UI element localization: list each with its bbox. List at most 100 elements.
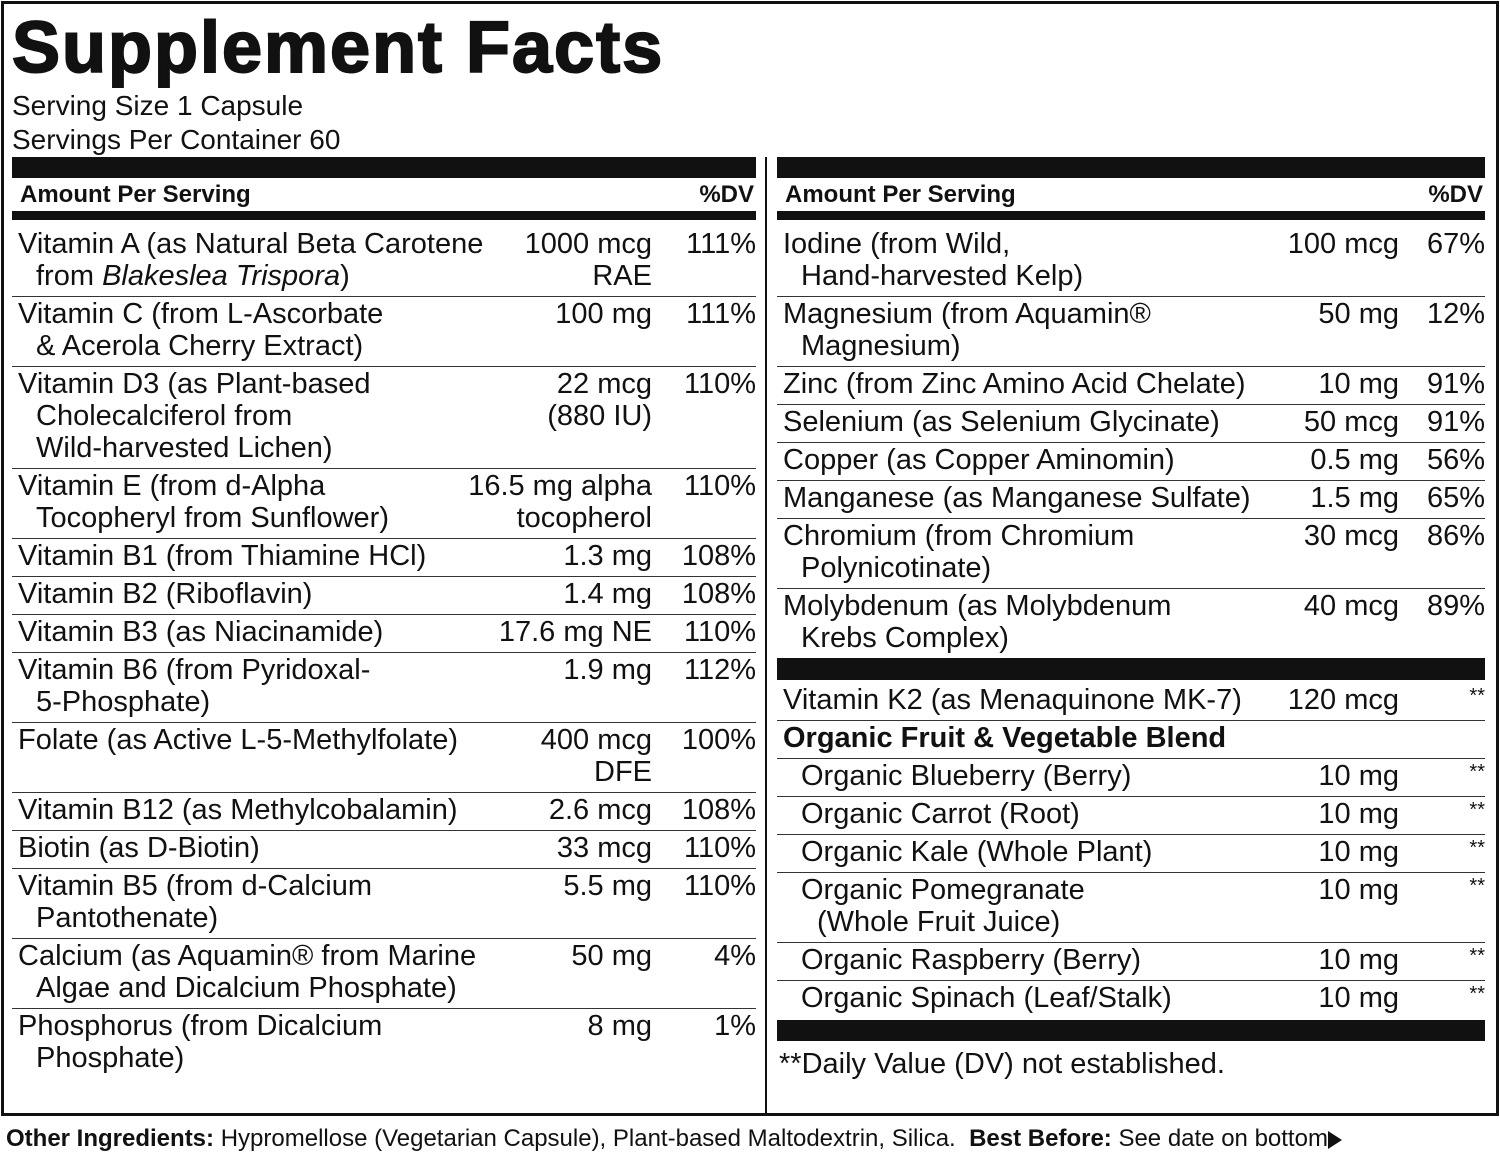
daily-value: 56% [1426,444,1485,476]
nutrient-row: Organic Raspberry (Berry) 10 mg ** [777,943,1485,981]
amount-line: 50 mg [1318,298,1399,330]
name-line: Vitamin B5 (from d-Calcium [18,870,373,902]
amount: 10 mg [1269,798,1399,830]
header-bar [777,157,1485,178]
footnote: **Daily Value (DV) not established. [779,1048,1225,1080]
amount-line: 1000 mcg [524,228,652,260]
name-line: Copper (as Copper Aminomin) [783,444,1175,476]
nutrient-row: Molybdenum (as Molybdenum Krebs Complex) 4… [777,589,1485,658]
amount: 1.9 mg [452,654,652,718]
amount: 17.6 mg NE [452,616,652,648]
nutrient-name: Iodine (from Wild, Hand-harvested Kelp) [777,228,1269,292]
nutrient-row: Vitamin B3 (as Niacinamide) 17.6 mg NE 110… [12,615,756,653]
header-rule [777,211,1485,220]
amount-line: 1.4 mg [563,578,652,610]
amount-line: 8 mg [587,1010,652,1042]
name-line: (Whole Fruit Juice) [817,906,1061,938]
daily-value: 67% [1426,228,1485,260]
nutrient-row: Organic Pomegranate (Whole Fruit Juice) 10… [777,873,1485,943]
amount: 30 mcg [1269,520,1399,584]
name-line: Vitamin B2 (Riboflavin) [18,578,313,610]
amount: 2.6 mcg [452,794,652,826]
amount-line: 100 mg [555,298,652,330]
other-ingredients: Hypromellose (Vegetarian Capsule), Plant… [220,1125,956,1152]
amount: 5.5 mg [452,870,652,934]
nutrient-name: Folate (as Active L-5-Methylfolate) [12,724,458,788]
amount: 10 mg [1269,982,1399,1014]
amount-line: 10 mg [1318,760,1399,792]
name-segment: ) [340,260,350,292]
dv-header: %DV [699,181,754,208]
nutrient-name: Vitamin C (from L-Ascorbate & Acerola Che… [12,298,452,362]
amount-line: 10 mg [1318,982,1399,1014]
nutrient-row: Organic Carrot (Root) 10 mg ** [777,797,1485,835]
daily-value: 108% [681,794,756,826]
nutrient-row: Zinc (from Zinc Amino Acid Chelate) 10 mg… [777,367,1485,405]
daily-value: ** [1469,685,1485,707]
nutrient-name: Organic Raspberry (Berry) [777,944,1269,976]
nutrient-row: Vitamin B5 (from d-Calcium Pantothenate) 5… [12,869,756,939]
amount-line: 30 mcg [1303,520,1399,552]
nutrient-name: Copper (as Copper Aminomin) [777,444,1269,476]
amount: 1.4 mg [452,578,652,610]
name-line: Vitamin B3 (as Niacinamide) [18,616,384,648]
nutrient-name: Vitamin B12 (as Methylcobalamin) [12,794,458,826]
amount-line: 50 mg [571,940,652,972]
amount-line: DFE [594,756,652,788]
nutrient-row: Calcium (as Aquamin® from Marine Algae an… [12,939,756,1009]
nutrient-name: Selenium (as Selenium Glycinate) [777,406,1269,438]
nutrient-name: Molybdenum (as Molybdenum Krebs Complex) [777,590,1269,654]
name-line: from Blakeslea Trispora) [18,260,452,292]
nutrient-row: Vitamin E (from d-Alpha Tocopheryl from S… [12,469,756,539]
nutrient-name: Chromium (from Chromium Polynicotinate) [777,520,1269,584]
arrow-icon [1327,1130,1342,1149]
nutrient-row: Organic Spinach (Leaf/Stalk) 10 mg ** [777,981,1485,1018]
daily-value: 1% [714,1010,756,1042]
blend-title-row: Organic Fruit & Vegetable Blend [777,721,1485,759]
name-line: Tocopheryl from Sunflower) [36,502,389,534]
nutrient-row: Vitamin A (as Natural Beta Carotene from … [12,220,756,297]
daily-value: ** [1469,983,1485,1005]
name-line: Organic Carrot (Root) [801,798,1080,830]
name-line: Organic Raspberry (Berry) [801,944,1142,976]
name-line: Vitamin E (from d-Alpha [18,470,326,502]
title: Supplement Facts [11,7,665,89]
amount-line: RAE [592,260,652,292]
nutrient-row: Vitamin B1 (from Thiamine HCl) 1.3 mg 108% [12,539,756,577]
daily-value: 108% [681,578,756,610]
column-divider [765,157,767,1113]
amount-line: 16.5 mg alpha [468,470,652,502]
nutrient-row: Vitamin K2 (as Menaquinone MK-7) 120 mcg *… [777,680,1485,721]
name-line: Organic Pomegranate [801,874,1085,906]
amount-line: 10 mg [1318,836,1399,868]
amount-line: 5.5 mg [563,870,652,902]
amount: 40 mcg [1269,590,1399,654]
name-line: Magnesium (from Aquamin® [783,298,1151,330]
daily-value: ** [1469,761,1485,783]
name-line: Selenium (as Selenium Glycinate) [783,406,1220,438]
nutrient-row: Organic Blueberry (Berry) 10 mg ** [777,759,1485,797]
amount-line: 0.5 mg [1310,444,1399,476]
amount: 50 mg [1269,298,1399,362]
nutrient-row: Copper (as Copper Aminomin) 0.5 mg 56% [777,443,1485,481]
name-line: Wild-harvested Lichen) [36,432,333,464]
name-line: Biotin (as D-Biotin) [18,832,260,864]
amount-line: 120 mcg [1287,684,1399,716]
name-line: Vitamin B6 (from Pyridoxal- [18,654,371,686]
daily-value: 91% [1426,406,1485,438]
amount-per-serving: Amount Per Serving [785,181,1016,208]
amount: 10 mg [1269,944,1399,976]
name-line: Manganese (as Manganese Sulfate) [783,482,1251,514]
name-line: Vitamin B12 (as Methylcobalamin) [18,794,458,826]
bottom-line: Other Ingredients: Hypromellose (Vegetar… [6,1124,1342,1154]
amount: 33 mcg [452,832,652,864]
servings-per-container: Servings Per Container 60 [12,124,341,155]
best-before-label: Best Before: [969,1125,1112,1152]
nutrient-name: Organic Kale (Whole Plant) [777,836,1269,868]
nutrient-row: Iodine (from Wild, Hand-harvested Kelp) 10… [777,220,1485,297]
amount: 100 mg [452,298,652,362]
amount: 1.3 mg [452,540,652,572]
nutrient-name: Manganese (as Manganese Sulfate) [777,482,1269,514]
amount: 8 mg [452,1010,652,1074]
left-column: Amount Per Serving %DV Vitamin A (as Natur… [12,157,756,1078]
